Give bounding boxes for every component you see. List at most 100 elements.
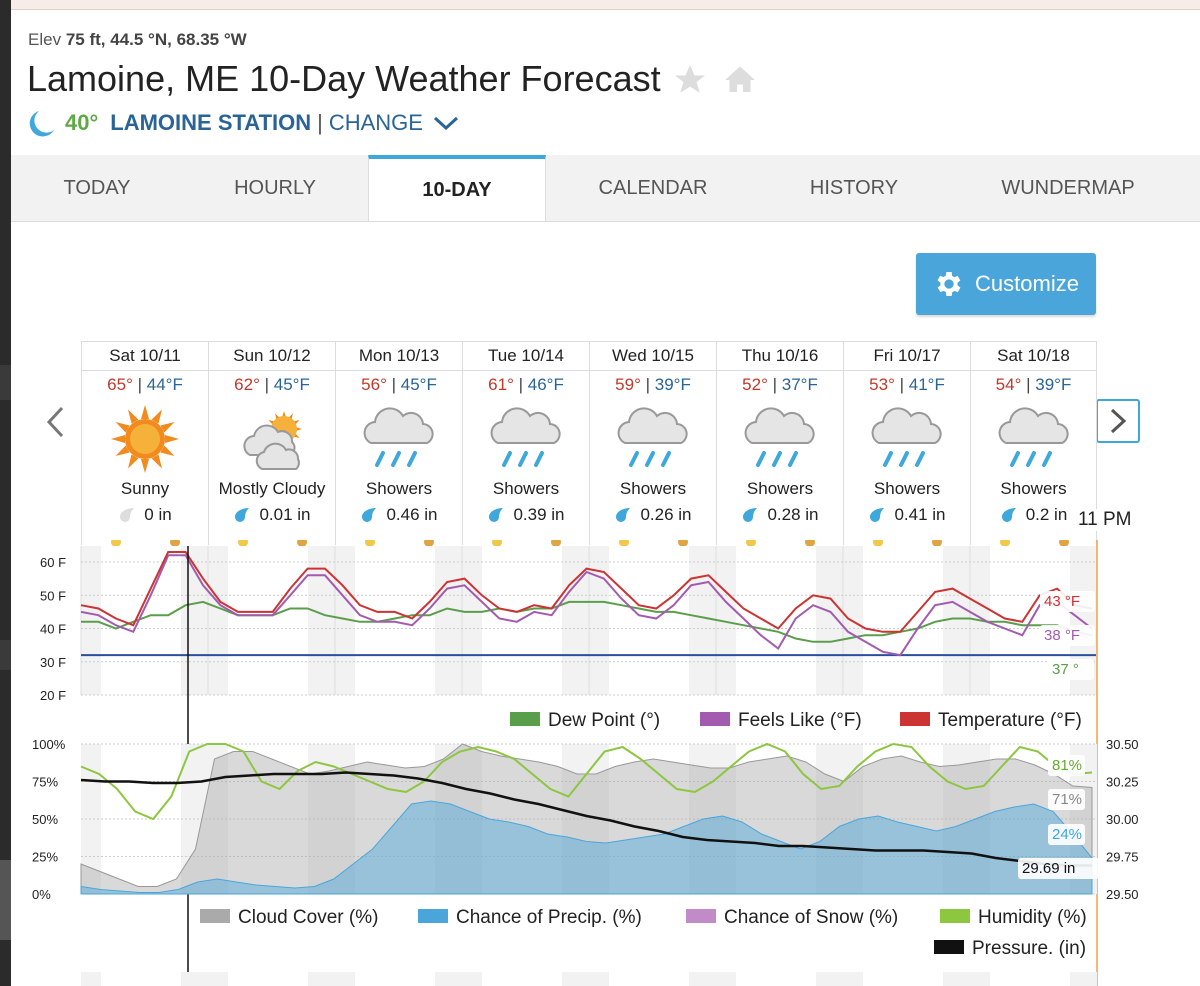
- tab-10-day[interactable]: 10-DAY: [368, 155, 546, 221]
- precip-amount: 0 in: [144, 505, 172, 524]
- longitude: 68.35 °W: [176, 30, 247, 49]
- day-low: 45°F: [400, 375, 437, 394]
- day-precip: 0 in: [82, 505, 208, 525]
- night-shade: [716, 546, 736, 695]
- precip-amount: 0.46 in: [386, 505, 438, 524]
- showers-icon: [994, 399, 1074, 479]
- day-precip: 0.26 in: [590, 505, 716, 525]
- night-shade: [81, 546, 101, 695]
- precip-amount: 0.41 in: [894, 505, 946, 524]
- temp-axis-tick: 60 F: [40, 555, 66, 570]
- station-name[interactable]: LAMOINE STATION: [110, 110, 312, 135]
- legend-swatch: [934, 940, 964, 954]
- day-column[interactable]: Wed 10/15 59° | 39°F Showers 0.26 in: [589, 341, 716, 545]
- sunset-dot: [551, 540, 561, 547]
- day-temps: 53° | 41°F: [844, 375, 970, 395]
- temp-axis-tick: 20 F: [40, 688, 66, 703]
- legend-swatch: [686, 909, 716, 923]
- night-shade: [81, 972, 101, 986]
- sunrise-dot: [111, 540, 121, 547]
- raindrop-icon: [362, 508, 377, 522]
- day-high: 52°: [742, 375, 768, 394]
- feels-like-end-label-bg: [1040, 625, 1095, 646]
- chevron-down-icon[interactable]: [431, 113, 461, 133]
- sunset-dot: [424, 540, 434, 547]
- day-column[interactable]: Fri 10/17 53° | 41°F Showers 0.41 in: [843, 341, 970, 545]
- temperature-end-label: 43 °F: [1044, 593, 1080, 610]
- temp-separator: |: [391, 375, 401, 394]
- day-date: Sat 10/18: [971, 341, 1096, 371]
- night-shade: [181, 546, 208, 695]
- day-high: 62°: [234, 375, 260, 394]
- day-high: 54°: [995, 375, 1022, 394]
- day-column[interactable]: Sat 10/18 54° | 39°F Showers 0.2 in: [970, 341, 1097, 545]
- pressure-line: [80, 771, 1092, 867]
- latitude: 44.5 °N,: [110, 30, 172, 49]
- tab-bar: TODAY HOURLY 10-DAY CALENDAR HISTORY WUN…: [11, 155, 1200, 222]
- day-temps: 52° | 37°F: [717, 375, 843, 395]
- day-precip: 0.41 in: [844, 505, 970, 525]
- temperature-end-label-bg: [1040, 591, 1095, 612]
- elevation-line: Elev 75 ft, 44.5 °N, 68.35 °W: [28, 30, 247, 50]
- legend-swatch: [940, 909, 970, 923]
- day-low: 46°F: [527, 375, 564, 394]
- percent-axis-tick: 25%: [32, 850, 58, 865]
- showers-icon: [867, 399, 947, 479]
- temp-separator: |: [264, 375, 274, 394]
- browser-top-strip: [0, 0, 1200, 10]
- night-shade: [181, 972, 208, 986]
- next-days-button[interactable]: [1096, 399, 1140, 443]
- home-icon[interactable]: [722, 62, 758, 98]
- tab-hourly[interactable]: HOURLY: [234, 177, 316, 199]
- sunrise-dot: [492, 540, 502, 547]
- tab-wundermap[interactable]: WUNDERMAP: [1001, 177, 1135, 199]
- favorite-star-icon[interactable]: [672, 62, 708, 98]
- legend-swatch: [510, 712, 540, 726]
- legend-label: Chance of Snow (%): [724, 907, 898, 928]
- night-shade: [435, 972, 462, 986]
- day-high: 61°: [488, 375, 514, 394]
- precip-amount: 0.2 in: [1025, 505, 1068, 524]
- day-column[interactable]: Sun 10/12 62° | 45°F Mostly Cloudy 0.01 …: [208, 341, 335, 545]
- precip-chance-area: [80, 800, 1093, 895]
- day-temps: 54° | 39°F: [971, 375, 1096, 395]
- day-condition: Showers: [619, 479, 687, 498]
- prev-days-arrow-icon[interactable]: [40, 400, 70, 444]
- day-low: 41°F: [908, 375, 945, 394]
- legend-label: Feels Like (°F): [738, 710, 862, 731]
- night-shade: [462, 972, 482, 986]
- day-date: Tue 10/14: [463, 341, 589, 371]
- day-column[interactable]: Tue 10/14 61° | 46°F Showers 0.39 in: [462, 341, 589, 545]
- tab-calendar[interactable]: CALENDAR: [598, 177, 708, 199]
- day-precip: 0.28 in: [717, 505, 843, 525]
- forecast-graphs: 60 F 50 F 40 F 30 F 20 F 43 °F 38 °F 37 ° Dew Po…: [32, 540, 1139, 986]
- humidity-end-label: 81%: [1052, 757, 1082, 774]
- gear-icon: [937, 272, 961, 296]
- pressure-axis-tick: 30.00: [1106, 812, 1139, 827]
- sunny-icon: [105, 399, 185, 479]
- day-high: 65°: [107, 375, 133, 394]
- customize-button[interactable]: Customize: [916, 253, 1096, 315]
- temp-separator: |: [899, 375, 909, 394]
- night-shade: [943, 546, 970, 695]
- day-precip: 0.46 in: [336, 505, 462, 525]
- mostly-cloudy-icon: [232, 399, 312, 479]
- humidity-line: [80, 742, 1093, 821]
- sunset-dot: [1059, 540, 1069, 547]
- day-low: 44°F: [146, 375, 183, 394]
- legend-swatch: [900, 712, 930, 726]
- day-forecast-strip: Sat 10/11 65° | 44°F Sunny 0 in Sun 10/1…: [81, 341, 1097, 545]
- day-column[interactable]: Sat 10/11 65° | 44°F Sunny 0 in: [81, 341, 208, 545]
- tab-history[interactable]: HISTORY: [809, 177, 899, 199]
- tab-today[interactable]: TODAY: [63, 177, 131, 199]
- day-column[interactable]: Thu 10/16 52° | 37°F Showers 0.28 in: [716, 341, 843, 545]
- pressure-axis-tick: 30.50: [1106, 737, 1139, 752]
- day-column[interactable]: Mon 10/13 56° | 45°F Showers 0.46 in: [335, 341, 462, 545]
- day-condition: Mostly Cloudy: [218, 479, 326, 498]
- sunset-dot: [170, 540, 180, 547]
- change-station-link[interactable]: CHANGE: [328, 110, 423, 135]
- sunrise-dot: [1000, 540, 1010, 547]
- precip-amount: 0.39 in: [513, 505, 565, 524]
- temp-axis-tick: 40 F: [40, 622, 66, 637]
- day-temps: 65° | 44°F: [82, 375, 208, 395]
